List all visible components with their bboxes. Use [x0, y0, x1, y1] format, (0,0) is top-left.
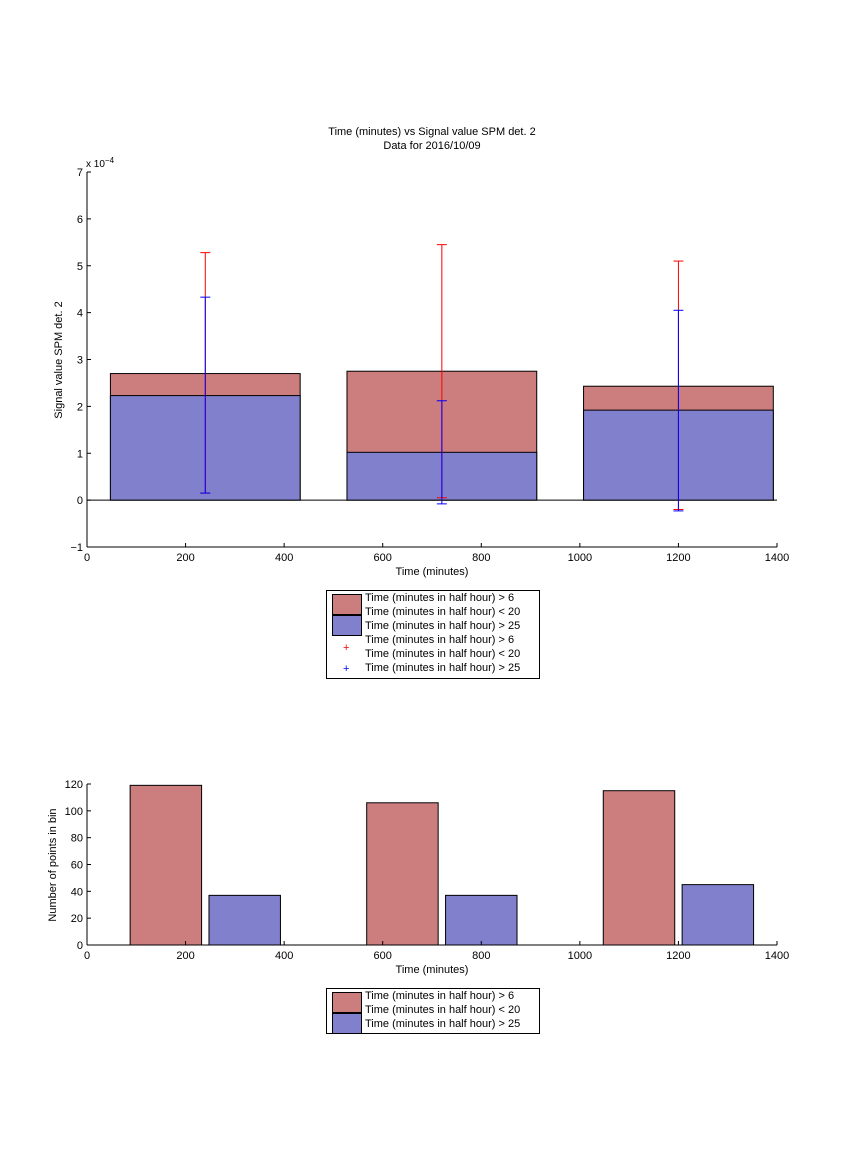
bar-blue: [208, 894, 281, 946]
bar-red: [366, 802, 439, 946]
y-tick-label: 2: [77, 401, 83, 413]
y-axis-label: Number of points in bin: [47, 808, 59, 921]
y-tick-label: 7: [77, 167, 83, 179]
legend-entry: Time (minutes in half hour) > 25: [365, 620, 521, 632]
y-tick-label: 1: [77, 448, 83, 460]
y-tick-label: 20: [71, 913, 83, 925]
count-chart-legend: Time (minutes in half hour) > 6 Time (mi…: [326, 988, 540, 1034]
legend-entry: Time (minutes in half hour) < 20: [365, 606, 521, 618]
signal-chart-legend: + + Time (minutes in half hour) > 6 Time…: [326, 590, 540, 679]
x-tick-label: 200: [176, 552, 194, 564]
legend-marker-red: +: [343, 642, 350, 654]
x-tick-label: 600: [374, 552, 392, 564]
y-tick-label: 100: [65, 806, 83, 818]
chart-subtitle: Data for 2016/10/09: [383, 140, 480, 152]
legend-swatch-blue: [332, 1013, 362, 1034]
y-tick-label: 80: [71, 833, 83, 845]
y-tick-label: 40: [71, 886, 83, 898]
bar-red: [602, 790, 676, 946]
signal-chart: Time (minutes) vs Signal value SPM det. …: [53, 126, 789, 578]
y-tick-label: 6: [77, 214, 83, 226]
x-tick-label: 800: [472, 950, 490, 962]
y-tick-label: −1: [70, 542, 83, 554]
legend-entry: Time (minutes in half hour) > 6: [365, 990, 515, 1002]
legend-entry: Time (minutes in half hour) > 6: [365, 592, 515, 604]
bar-blue: [681, 884, 755, 946]
legend-entry: Time (minutes in half hour) < 20: [365, 1004, 521, 1016]
y-tick-label: 5: [77, 261, 83, 273]
x-tick-label: 600: [374, 950, 392, 962]
legend-marker-blue: +: [343, 663, 350, 675]
chart-title: Time (minutes) vs Signal value SPM det. …: [328, 126, 535, 138]
y-tick-label: 60: [71, 860, 83, 872]
x-tick-label: 1000: [568, 950, 592, 962]
legend-swatch-red: [332, 594, 362, 615]
bar-red: [129, 784, 203, 946]
y-tick-label: 120: [65, 779, 83, 791]
x-axis-label: Time (minutes): [396, 964, 469, 976]
x-tick-label: 400: [275, 552, 293, 564]
bar-blue: [445, 894, 518, 946]
legend-entry: Time (minutes in half hour) > 6: [365, 634, 515, 646]
x-tick-label: 0: [84, 552, 90, 564]
y-tick-label: 0: [77, 940, 83, 952]
legend-swatch-red: [332, 992, 362, 1013]
y-axis-label: Signal value SPM det. 2: [53, 301, 65, 418]
x-tick-label: 0: [84, 950, 90, 962]
x-tick-label: 200: [176, 950, 194, 962]
x-tick-label: 400: [275, 950, 293, 962]
y-tick-label: 4: [77, 308, 83, 320]
x-tick-label: 1200: [666, 950, 690, 962]
count-chart: Time (minutes) Number of points in bin 0…: [47, 779, 789, 976]
x-tick-label: 1400: [765, 950, 789, 962]
legend-entry: Time (minutes in half hour) < 20: [365, 648, 521, 660]
legend-swatch-blue: [332, 615, 362, 636]
legend-entry: Time (minutes in half hour) > 25: [365, 1018, 521, 1030]
legend-entry: Time (minutes in half hour) > 25: [365, 662, 521, 674]
y-tick-label: 3: [77, 355, 83, 367]
x-tick-label: 1400: [765, 552, 789, 564]
x-tick-label: 1200: [666, 552, 690, 564]
x-axis-label: Time (minutes): [396, 566, 469, 578]
x-tick-label: 800: [472, 552, 490, 564]
y-exponent-label: x 10−4: [86, 156, 115, 170]
y-tick-label: 0: [77, 495, 83, 507]
x-tick-label: 1000: [568, 552, 592, 564]
y-exponent-power: −4: [105, 156, 115, 165]
